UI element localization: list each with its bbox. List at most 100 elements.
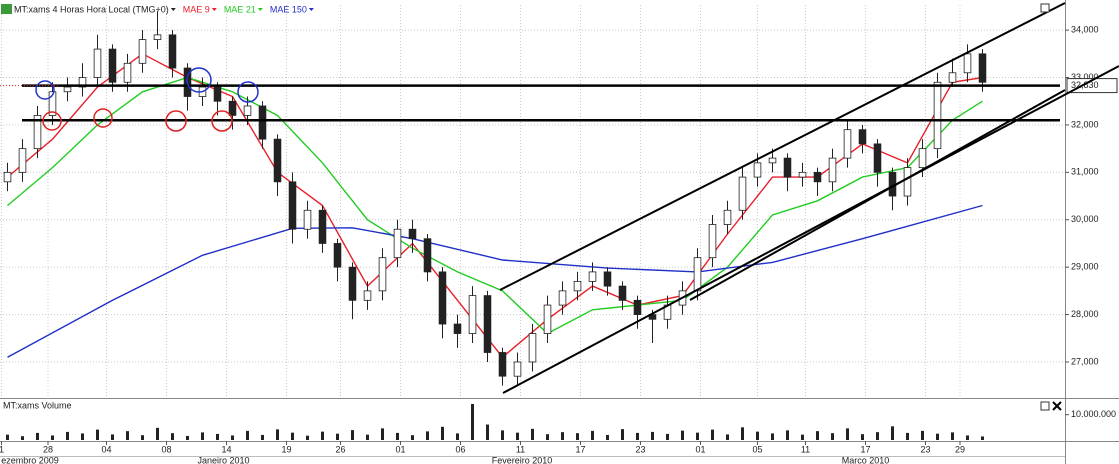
volume-bar xyxy=(81,433,84,440)
marker-circle xyxy=(42,111,62,131)
header: MT:xams 4 Horas Hora Local (TMG+0) MAE 9… xyxy=(1,4,314,14)
volume-bar xyxy=(471,404,474,440)
volume-bar xyxy=(756,431,759,440)
dropdown-arrow xyxy=(257,8,263,11)
volume-bar xyxy=(21,436,24,440)
volume-bar xyxy=(936,433,939,440)
candle-body xyxy=(843,129,852,159)
x-tick-label: 29 xyxy=(955,444,965,454)
y-tick-label: 30,000 xyxy=(1071,214,1099,224)
candle-body xyxy=(393,228,402,259)
candle-body xyxy=(18,148,27,173)
candle-body xyxy=(948,72,957,83)
candle-body xyxy=(243,105,252,116)
volume-bar xyxy=(876,432,879,440)
volume-bar xyxy=(666,433,669,440)
candle-body xyxy=(978,53,987,83)
legend-entry[interactable]: MAE 9 xyxy=(183,4,210,14)
candle-body xyxy=(78,77,87,88)
candle-body xyxy=(438,271,447,325)
candle-body xyxy=(168,34,177,69)
y-tick-label: 27,000 xyxy=(1071,356,1099,366)
maximize-button[interactable] xyxy=(1040,3,1050,13)
volume-bar xyxy=(816,431,819,440)
legend-entry[interactable]: MAE 150 xyxy=(270,4,307,14)
candle-body xyxy=(213,86,222,102)
candle-body xyxy=(33,115,42,150)
candle-body xyxy=(768,157,777,164)
candle-body xyxy=(333,243,342,268)
volume-bar xyxy=(351,430,354,440)
candle-body xyxy=(258,105,267,140)
y-tick-label: 28,000 xyxy=(1071,309,1099,319)
volume-bar xyxy=(501,430,504,440)
app-icon[interactable] xyxy=(1,4,12,14)
candle-body xyxy=(543,304,552,334)
y-tick-label: 33,000 xyxy=(1071,72,1099,82)
candle-body xyxy=(963,53,972,74)
x-tick-label: 28 xyxy=(43,444,53,454)
candle-body xyxy=(588,271,597,282)
candle-body xyxy=(153,34,162,41)
volume-bar xyxy=(306,435,309,440)
volume-bar xyxy=(156,427,159,440)
candle-body xyxy=(483,295,492,353)
x-tick-label: 19 xyxy=(281,444,291,454)
dropdown-arrow xyxy=(211,8,217,11)
plot-area: 27,000 28,000 29,000 30,000 31,000 32,000 33,0… xyxy=(0,5,1118,464)
candle-body xyxy=(48,91,57,116)
volume-bar xyxy=(366,434,369,440)
maximize-button[interactable] xyxy=(1040,401,1050,411)
volume-bar xyxy=(126,431,129,440)
x-tick-label: 05 xyxy=(752,444,762,454)
volume-bar xyxy=(336,433,339,440)
candle-body xyxy=(513,361,522,377)
candle-body xyxy=(468,295,477,334)
candle-body xyxy=(363,290,372,301)
candle-body xyxy=(348,266,357,301)
candle-body xyxy=(738,176,747,211)
volume-bar xyxy=(621,429,624,440)
volume-bar xyxy=(531,428,534,440)
candle-body xyxy=(873,143,882,173)
panel-title: MT:xams Volume xyxy=(3,400,72,410)
candle-body xyxy=(858,129,867,145)
volume-bar xyxy=(681,430,684,440)
volume-bar xyxy=(966,435,969,440)
x-tick-label: 17 xyxy=(860,444,870,454)
volume-bar xyxy=(396,432,399,440)
candle-body xyxy=(693,257,702,292)
marker-circle xyxy=(35,80,55,100)
candle-body xyxy=(723,209,732,225)
x-tick-label: 06 xyxy=(455,444,465,454)
candle-body xyxy=(228,100,237,116)
month-label: Janeiro 2010 xyxy=(197,455,249,464)
volume-bar xyxy=(246,430,249,440)
trend-line xyxy=(502,65,1119,394)
close-button[interactable] xyxy=(1052,401,1062,411)
volume-bar xyxy=(921,430,924,440)
annotations xyxy=(35,2,1119,394)
marker-circle xyxy=(186,67,212,93)
chart-title[interactable]: MT:xams 4 Horas Hora Local (TMG+0) xyxy=(14,4,169,14)
x-tick-label: 01 xyxy=(395,444,405,454)
candle-body xyxy=(558,290,567,306)
volume-bar xyxy=(321,431,324,440)
legend-entry[interactable]: MAE 21 xyxy=(224,4,256,14)
volume-bar xyxy=(441,426,444,440)
candle-body xyxy=(318,209,327,244)
volume-bar xyxy=(951,432,954,440)
volume-bar xyxy=(111,434,114,440)
candle-body xyxy=(408,228,417,240)
candle-body xyxy=(453,323,462,334)
volume-bar xyxy=(711,429,714,440)
volume-bar xyxy=(726,434,729,440)
ma-line xyxy=(7,76,983,335)
volume-bar xyxy=(201,432,204,440)
volume-bar xyxy=(606,434,609,440)
x-tick-label: 26 xyxy=(335,444,345,454)
candle-body xyxy=(498,352,507,377)
